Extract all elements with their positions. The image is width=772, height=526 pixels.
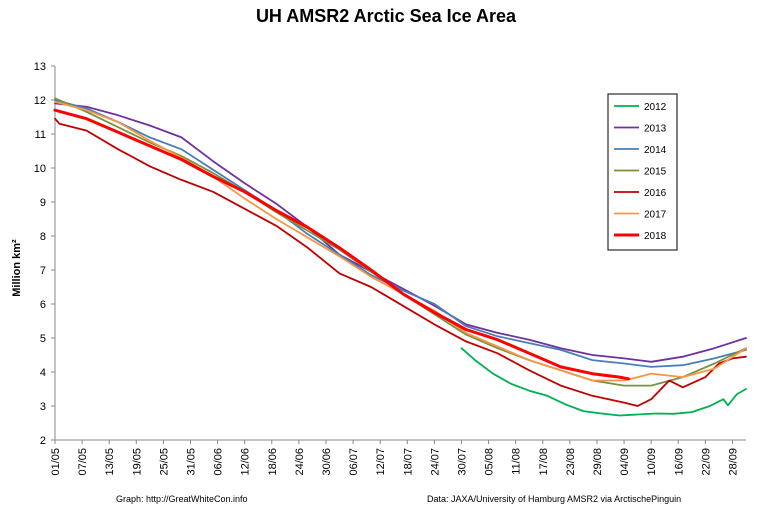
y-tick-label: 10 xyxy=(34,163,46,175)
series-line-2018 xyxy=(53,108,631,381)
x-tick-label: 10/09 xyxy=(646,448,658,476)
x-tick-label: 16/09 xyxy=(673,448,685,476)
x-tick-label: 28/09 xyxy=(727,448,739,476)
x-tick-label: 06/07 xyxy=(348,448,360,476)
x-tick-label: 17/08 xyxy=(538,448,550,476)
data-credit: Data: JAXA/University of Hamburg AMSR2 v… xyxy=(427,494,682,504)
x-tick-label: 07/05 xyxy=(77,448,89,476)
legend-label-2014: 2014 xyxy=(644,145,667,156)
x-tick-label: 23/08 xyxy=(565,448,577,476)
chart-title: UH AMSR2 Arctic Sea Ice Area xyxy=(255,6,517,26)
x-tick-label: 24/07 xyxy=(429,448,441,476)
legend-label-2016: 2016 xyxy=(644,188,667,199)
legend: 2012 2013 2014 2015 2016 2017 2018 xyxy=(607,93,678,251)
x-tick-label: 30/06 xyxy=(321,448,333,476)
y-tick-label: 7 xyxy=(40,265,46,277)
series-line-2014 xyxy=(54,99,747,368)
x-tick-label: 18/06 xyxy=(267,448,279,476)
y-tick-label: 2 xyxy=(40,435,46,447)
legend-label-2012: 2012 xyxy=(644,102,667,113)
x-tick-label: 24/06 xyxy=(294,448,306,476)
x-tick-label: 19/05 xyxy=(131,448,143,476)
y-tick-label: 12 xyxy=(34,95,46,107)
y-tick-label: 3 xyxy=(40,401,46,413)
x-tick-label: 13/05 xyxy=(104,448,116,476)
series-line-2012 xyxy=(460,347,747,417)
x-tick-label: 25/05 xyxy=(158,448,170,476)
x-tick-label: 29/08 xyxy=(592,448,604,476)
legend-box xyxy=(607,93,678,251)
legend-label-2013: 2013 xyxy=(644,124,667,135)
y-tick-label: 6 xyxy=(40,299,46,311)
x-tick-label: 01/05 xyxy=(50,448,62,476)
x-tick-label: 12/07 xyxy=(375,448,387,476)
legend-label-2018: 2018 xyxy=(644,231,667,242)
x-tick-label: 05/08 xyxy=(484,448,496,476)
graph-credit: Graph: http://GreatWhiteCon.info xyxy=(116,494,248,504)
series-line-2016 xyxy=(54,117,747,407)
x-tick-label: 04/09 xyxy=(619,448,631,476)
y-tick-label: 9 xyxy=(40,197,46,209)
legend-label-2017: 2017 xyxy=(644,210,667,221)
x-tick-label: 22/09 xyxy=(700,448,712,476)
y-tick-label: 11 xyxy=(35,129,46,141)
x-tick-label: 31/05 xyxy=(185,448,197,476)
x-tick-label: 11/08 xyxy=(511,448,523,475)
series-line-2013 xyxy=(54,102,747,363)
series-lines xyxy=(53,97,747,417)
x-tick-label: 06/06 xyxy=(213,448,225,476)
y-tick-label: 8 xyxy=(40,231,46,243)
y-tick-label: 13 xyxy=(34,61,46,73)
x-tick-label: 30/07 xyxy=(456,448,468,476)
x-tick-label: 12/06 xyxy=(240,448,252,476)
y-tick-label: 4 xyxy=(40,367,46,379)
legend-label-2015: 2015 xyxy=(644,167,667,178)
x-tick-label: 18/07 xyxy=(402,448,414,476)
axes: 2 3 4 5 6 7 8 9 10 11 12 13 01/05 07/05 13/05 19/05 25/0… xyxy=(34,61,746,476)
y-tick-label: 5 xyxy=(40,333,46,345)
